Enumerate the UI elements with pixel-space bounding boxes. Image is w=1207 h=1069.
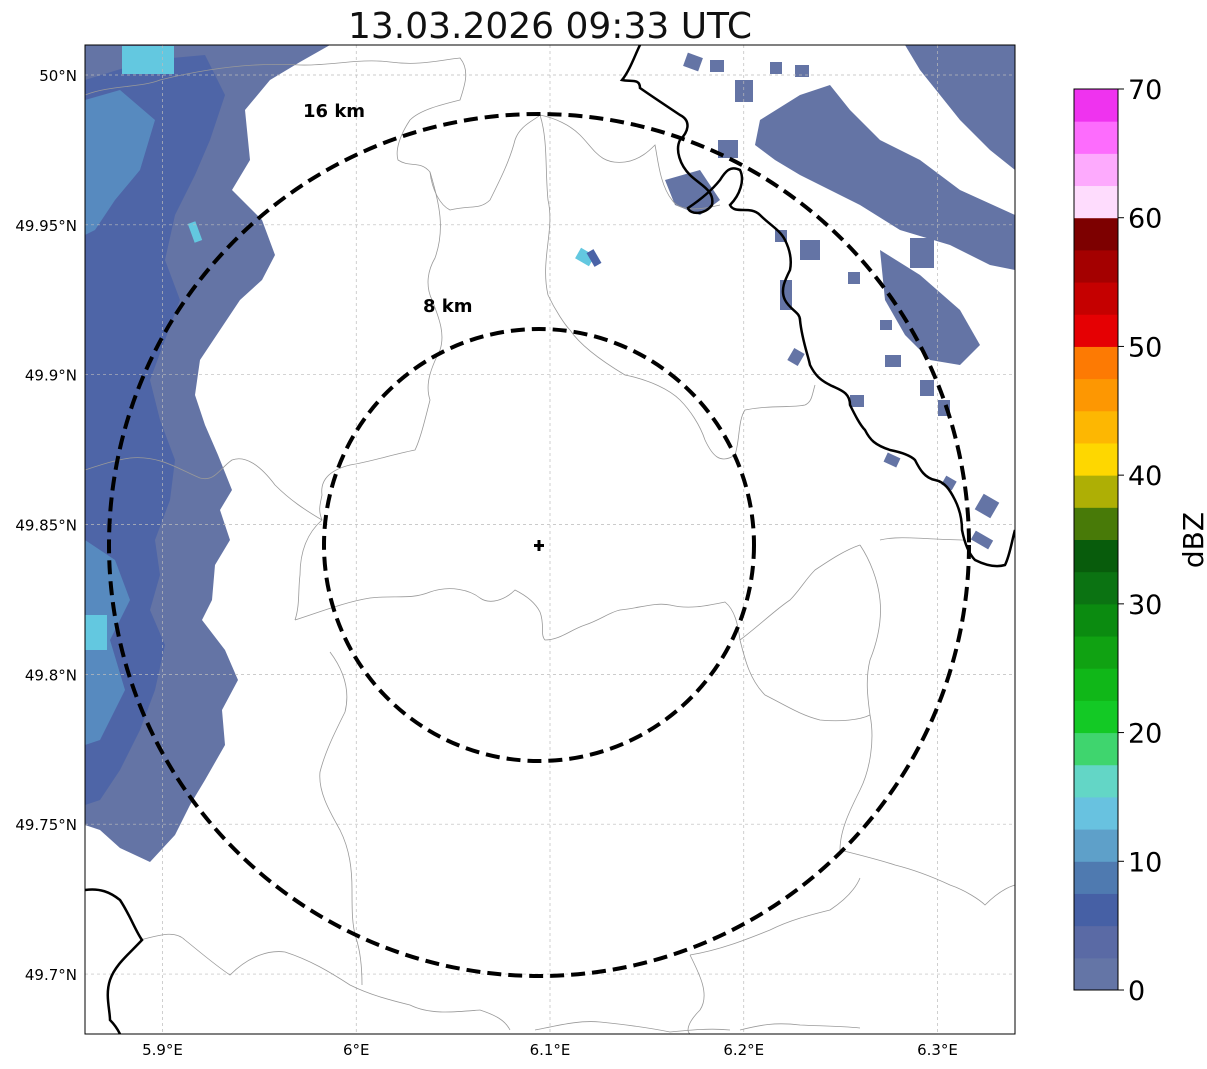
- colorbar-tick-label: 10: [1128, 847, 1162, 878]
- colorbar-bin: [1074, 475, 1118, 508]
- colorbar-bin: [1074, 668, 1118, 701]
- echo-west-light: [85, 90, 155, 235]
- colorbar-bin: [1074, 796, 1118, 830]
- lat-tick-label: 49.7°N: [25, 966, 77, 984]
- lat-tick-label: 49.95°N: [15, 217, 77, 235]
- range-label-8km: 8 km: [423, 296, 473, 317]
- lat-tick-label: 49.75°N: [15, 816, 77, 834]
- longitude-axis: 5.9°E 6°E 6.1°E 6.2°E 6.3°E: [142, 1041, 958, 1059]
- map-panel: 16 km 8 km 50°N 49.95°N 49.9°N 49.85°N 49.8°…: [15, 44, 1016, 1059]
- colorbar-bin: [1074, 732, 1118, 766]
- precipitation-echoes: [85, 45, 1015, 862]
- range-label-16km: 16 km: [303, 101, 365, 122]
- map-frame: [84, 44, 1016, 1035]
- graticule: [85, 45, 1015, 1034]
- colorbar-bin: [1074, 153, 1118, 187]
- echo-northeast-field: [665, 45, 1015, 550]
- lon-tick-label: 5.9°E: [142, 1041, 183, 1059]
- colorbar-bin: [1074, 957, 1118, 991]
- colorbar-bin: [1074, 121, 1118, 154]
- lon-tick-label: 6.1°E: [530, 1041, 571, 1059]
- range-ring-8km: [322, 327, 756, 763]
- national-borders: [85, 45, 1015, 1034]
- colorbar-tick-label: 60: [1128, 204, 1162, 235]
- lon-tick-label: 6.2°E: [723, 1041, 764, 1059]
- colorbar-bin: [1074, 539, 1118, 573]
- colorbar-tick-label: 30: [1128, 590, 1162, 621]
- colorbar-bin: [1074, 217, 1118, 251]
- colorbar-bin: [1074, 700, 1118, 734]
- range-rings: [107, 112, 971, 978]
- lat-tick-label: 49.85°N: [15, 517, 77, 535]
- lon-tick-label: 6°E: [343, 1041, 370, 1059]
- colorbar-bin: [1074, 442, 1118, 476]
- colorbar-bin: [1074, 185, 1118, 219]
- colorbar-tick-label: 70: [1128, 75, 1162, 106]
- colorbar-frame: [1073, 88, 1119, 991]
- colorbar-tick-label: 0: [1128, 976, 1145, 1007]
- colorbar-bin: [1074, 571, 1118, 605]
- colorbar-bin: [1074, 764, 1118, 798]
- lat-tick-label: 49.9°N: [25, 367, 77, 385]
- colorbar-bin: [1074, 314, 1118, 347]
- echo-cell: [575, 247, 595, 267]
- colorbar-label: dBZ: [1177, 512, 1207, 568]
- colorbar-bin: [1074, 507, 1118, 540]
- echo-cell: [85, 615, 107, 650]
- echo-cell: [187, 221, 203, 243]
- admin-borders: [85, 57, 1015, 1034]
- colorbar-bin: [1074, 378, 1118, 412]
- colorbar-bin: [1074, 893, 1118, 927]
- colorbar-bin: [1074, 89, 1118, 122]
- colorbar-tick-label: 50: [1128, 332, 1162, 363]
- colorbar-bin: [1074, 603, 1118, 637]
- radar-site-marker: [534, 540, 544, 551]
- range-ring-16km: [107, 112, 971, 978]
- colorbar-tick-label: 20: [1128, 719, 1162, 750]
- colorbar-bin: [1074, 861, 1118, 894]
- echo-southwest-light: [85, 540, 130, 745]
- colorbar-bin: [1074, 410, 1118, 444]
- colorbar-bin: [1074, 829, 1118, 862]
- colorbar: 0 10 20 30 40 50 60 70 dBZ: [1073, 75, 1207, 1007]
- lat-tick-label: 49.8°N: [25, 666, 77, 684]
- colorbar-bin: [1074, 925, 1118, 959]
- colorbar-bin: [1074, 282, 1118, 315]
- colorbar-bin: [1074, 249, 1118, 283]
- echo-cell: [586, 249, 602, 267]
- colorbar-bin: [1074, 346, 1118, 380]
- lon-tick-label: 6.3°E: [917, 1041, 958, 1059]
- colorbar-tick-label: 40: [1128, 461, 1162, 492]
- latitude-axis: 50°N 49.95°N 49.9°N 49.85°N 49.8°N 49.75°N 49.…: [15, 67, 77, 984]
- lat-tick-label: 50°N: [39, 67, 77, 85]
- echo-cell: [122, 46, 174, 74]
- figure-title: 13.03.2026 09:33 UTC: [348, 6, 752, 47]
- colorbar-bin: [1074, 636, 1118, 669]
